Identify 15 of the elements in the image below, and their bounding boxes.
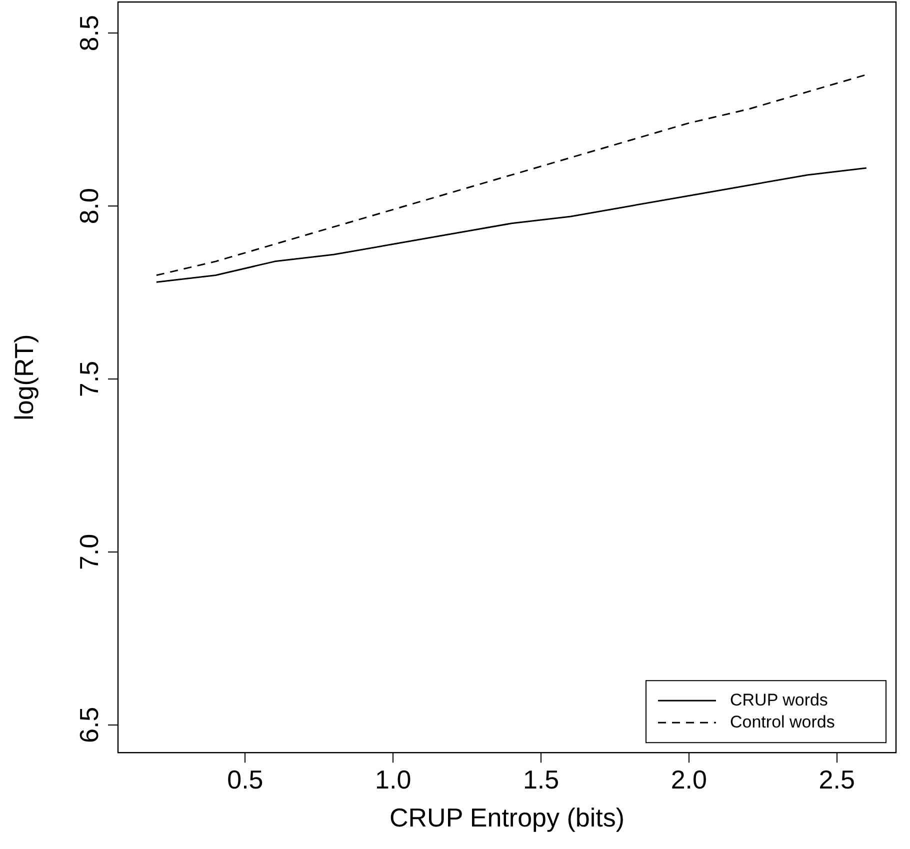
y-tick-label: 7.0 [74, 534, 104, 570]
x-tick-label: 1.0 [375, 764, 412, 794]
x-tick-label: 2.5 [818, 764, 855, 794]
x-axis-title: CRUP Entropy (bits) [389, 802, 625, 833]
legend-label: CRUP words [730, 690, 828, 710]
y-tick-label: 8.5 [74, 15, 104, 52]
y-tick-label: 6.5 [74, 706, 104, 744]
x-tick-label: 0.5 [227, 764, 264, 794]
line-series [156, 74, 868, 276]
y-tick-label: 8.0 [74, 188, 104, 224]
x-tick-label: 1.5 [522, 764, 560, 794]
x-tick-label: 2.0 [670, 764, 708, 794]
y-axis-title: log(RT) [8, 334, 39, 420]
legend-label: Control words [730, 712, 835, 732]
y-tick-label: 7.5 [74, 360, 104, 398]
